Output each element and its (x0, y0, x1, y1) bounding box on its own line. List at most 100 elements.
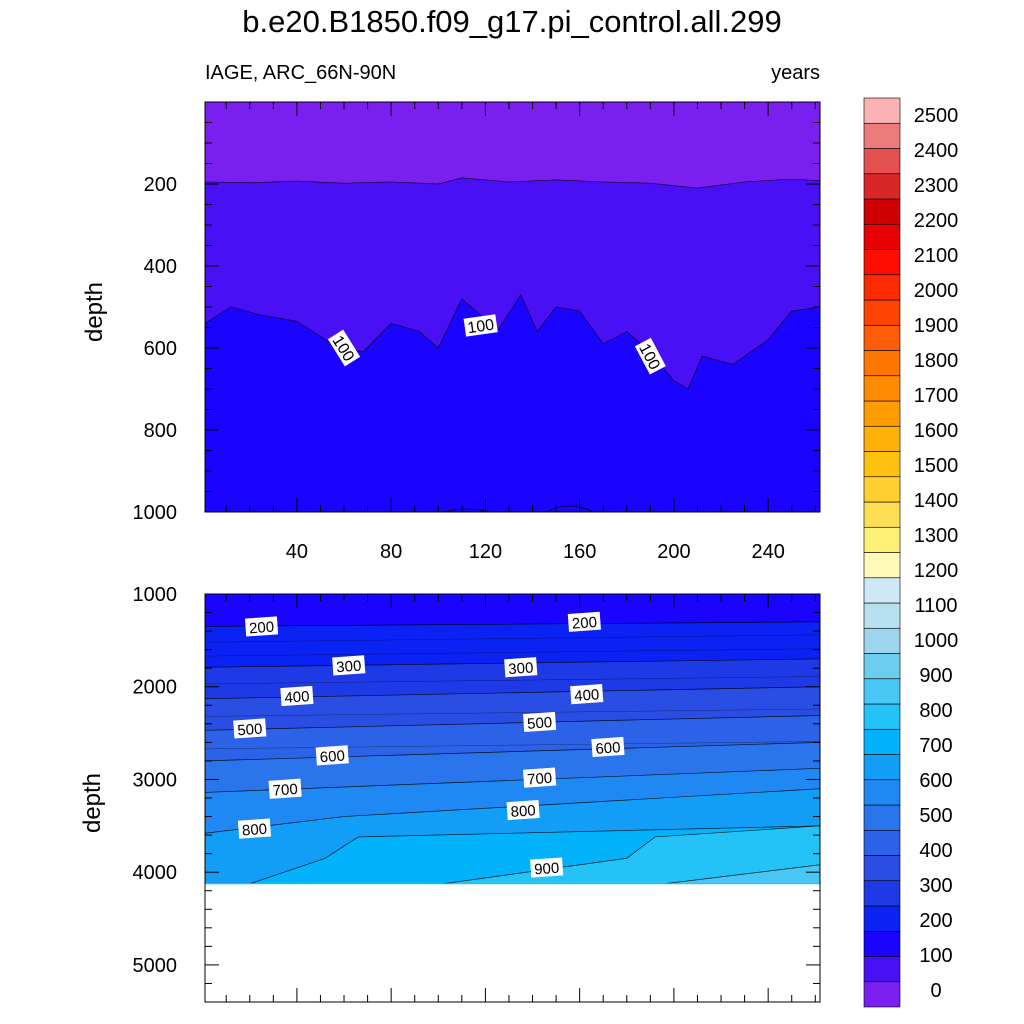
colorbar-label: 2300 (914, 175, 959, 197)
lower-contour-label: 700 (523, 767, 557, 789)
upper-contour-label-box (463, 314, 498, 337)
upper-contour-label: 100 (463, 314, 498, 338)
upper-contour-label-box (327, 329, 361, 367)
lower-contour-label-box (233, 718, 267, 739)
lower-contour-label-box (506, 799, 540, 821)
lower-contour-label: 800 (506, 799, 540, 821)
colorbar-swatch (863, 552, 901, 579)
colorbar-label: 200 (919, 910, 952, 932)
chart-title: b.e20.B1850.f09_g17.pi_control.all.299 (242, 4, 782, 39)
colorbar-swatch (863, 198, 901, 225)
upper-contour-label-text: 100 (466, 317, 495, 338)
lower-contour-label: 700 (268, 778, 302, 800)
upper-ylabel: depth (81, 282, 108, 342)
colorbar-swatch (863, 930, 901, 957)
lower-ytick-label: 2000 (133, 677, 178, 699)
colorbar-label: 900 (919, 665, 952, 687)
upper-panel: 200 400 600 800 1000 40 80 120 160 200 240 depth 100… (81, 101, 821, 563)
colorbar-swatch (863, 501, 901, 528)
upper-ytick-label: 1000 (133, 502, 178, 524)
colorbar-swatch (863, 299, 901, 326)
colorbar-label: 800 (919, 700, 952, 722)
upper-band-200-300 (205, 294, 820, 512)
colorbar-swatch (863, 122, 901, 149)
colorbar-label: 2400 (914, 140, 959, 162)
lower-contour-label-text: 600 (319, 747, 345, 766)
upper-xtick-label: 80 (380, 541, 402, 563)
lower-contour-label-text: 400 (574, 686, 600, 705)
lower-contour-label-text: 300 (508, 659, 534, 678)
colorbar-swatch (863, 324, 901, 351)
lower-contour-label: 300 (332, 655, 366, 677)
colorbar-swatch (863, 425, 901, 452)
upper-xtick-label: 120 (469, 541, 502, 563)
colorbar-swatch (863, 602, 901, 629)
colorbar-label: 500 (919, 805, 952, 827)
colorbar-label: 1100 (914, 595, 957, 617)
colorbar-label: 1400 (914, 490, 959, 512)
lower-contour-label: 600 (591, 736, 625, 758)
lower-contour-label-box (280, 685, 314, 707)
colorbar-swatch (863, 981, 901, 1008)
lower-contour-label-text: 700 (527, 770, 553, 789)
lower-ylabel: depth (79, 773, 106, 833)
lower-isoline-700 (204, 767, 821, 793)
upper-isoline-0 (204, 177, 821, 189)
colorbar-swatch (863, 526, 901, 553)
upper-ytick-label: 400 (144, 256, 177, 278)
colorbar-label: 1300 (914, 525, 959, 547)
lower-contour-label-text: 300 (336, 658, 362, 677)
colorbar-swatch (863, 223, 901, 250)
lower-missing-area (205, 883, 820, 1002)
upper-ytick-label: 800 (144, 420, 177, 442)
colorbar-label: 1900 (914, 315, 959, 337)
colorbar: 0 100 200 300 400 500 600 700 800 900 1000 1100 1200… (863, 97, 959, 1008)
colorbar-label: 2200 (914, 210, 959, 232)
lower-contour-label-box (530, 857, 564, 878)
lower-contour-label: 300 (504, 657, 538, 678)
colorbar-swatch (863, 451, 901, 478)
colorbar-swatch (863, 678, 901, 705)
colorbar-swatch (863, 577, 901, 604)
lower-contour-label-box (504, 657, 538, 678)
lower-isoline-600 (204, 742, 821, 762)
colorbar-swatch (863, 653, 901, 680)
lower-contour-label-box (244, 616, 279, 637)
lower-contour-label-box (591, 736, 625, 758)
upper-isoline-bottom-a (442, 508, 491, 513)
colorbar-swatch (863, 97, 901, 124)
colorbar-label: 1700 (914, 385, 959, 407)
lower-isoline-1000 (664, 864, 821, 885)
colorbar-swatch (863, 779, 901, 806)
lower-contour-label-box (523, 711, 557, 733)
lower-contour-label-text: 500 (527, 714, 553, 733)
lower-contour-label-text: 700 (272, 781, 298, 800)
lower-contour-label: 400 (570, 684, 604, 705)
lower-minor-isoline (204, 676, 821, 685)
lower-contour-label-box (332, 655, 366, 676)
lower-panel: 1000 2000 3000 4000 5000 depth 200 200 300 300 400… (79, 584, 821, 1003)
upper-contour-label-box (634, 337, 666, 375)
lower-contour-label: 200 (244, 616, 279, 637)
lower-contour-label-box (237, 818, 272, 839)
colorbar-swatch (863, 350, 901, 377)
lower-contour-label-text: 400 (284, 688, 310, 707)
colorbar-swatch (863, 173, 901, 200)
lower-contour-label: 400 (280, 685, 314, 707)
colorbar-label: 2500 (914, 105, 959, 127)
lower-contour-label: 500 (523, 711, 557, 733)
colorbar-swatch (863, 627, 901, 654)
lower-ytick-label: 4000 (133, 862, 178, 884)
colorbar-label: 1800 (914, 350, 959, 372)
lower-contour-label: 600 (315, 745, 349, 766)
upper-xtick-label: 40 (286, 541, 308, 563)
lower-isoline-900 (249, 825, 821, 885)
colorbar-swatch (863, 375, 901, 402)
colorbar-label: 1500 (914, 455, 959, 477)
lower-minor-isoline (204, 648, 821, 657)
colorbar-swatch (863, 829, 901, 856)
lower-minor-isoline (204, 708, 821, 717)
lower-minor-isoline (204, 741, 821, 750)
colorbar-swatch (863, 880, 901, 907)
colorbar-swatch (863, 274, 901, 301)
